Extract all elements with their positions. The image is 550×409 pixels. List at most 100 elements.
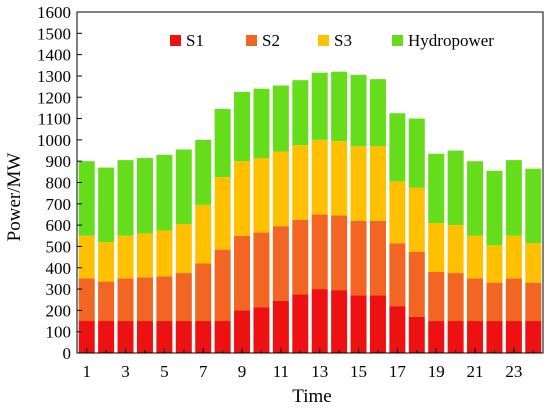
x-tick-label-11: 11 [273,362,289,381]
y-tick-label-100: 100 [46,323,72,342]
bar-s3-18 [408,187,425,252]
bar-s3-2 [98,242,115,282]
legend-label-s2: S2 [262,31,280,50]
bar-s2-3 [117,278,134,322]
bar-hydropower-4 [136,157,153,234]
bar-s3-17 [389,181,406,244]
bar-s3-1 [78,235,95,279]
bar-s2-1 [78,278,95,322]
legend-label-s3: S3 [334,31,352,50]
bar-s3-4 [136,233,153,278]
bar-s2-2 [98,281,115,322]
y-tick-label-1600: 1600 [37,3,71,22]
bar-s3-23 [505,235,522,279]
y-tick-label-1100: 1100 [38,110,71,129]
bar-s1-4 [136,321,153,353]
y-tick-label-1500: 1500 [37,24,71,43]
y-tick-label-0: 0 [63,344,72,363]
bar-hydropower-3 [117,160,134,236]
bar-hydropower-7 [195,139,212,205]
legend-swatch-s1 [170,35,181,46]
legend-label-hydropower: Hydropower [408,31,494,50]
bar-s1-13 [311,289,328,353]
bar-hydropower-13 [311,72,328,140]
x-tick-label-21: 21 [467,362,484,381]
bar-hydropower-17 [389,113,406,182]
bar-s3-21 [467,235,484,279]
bar-s3-5 [156,230,173,277]
y-tick-label-400: 400 [46,259,72,278]
legend-swatch-s2 [246,35,257,46]
bar-s2-13 [311,214,328,290]
bar-s2-4 [136,277,153,322]
bar-s2-8 [214,249,231,322]
bar-hydropower-23 [505,160,522,236]
legend: S1 S2 S3 Hydropower [170,31,494,50]
bar-s2-11 [272,226,289,301]
bar-hydropower-14 [331,71,348,141]
bar-s1-20 [447,321,464,353]
bar-s3-22 [486,245,503,283]
y-tick-label-200: 200 [46,301,72,320]
bar-hydropower-8 [214,108,231,178]
y-tick-label-1300: 1300 [37,67,71,86]
y-tick-label-700: 700 [46,195,72,214]
bar-s2-18 [408,251,425,317]
bar-hydropower-12 [292,80,309,146]
y-tick-label-1000: 1000 [37,131,71,150]
x-tick-label-9: 9 [238,362,247,381]
bar-s1-8 [214,321,231,353]
bar-s3-10 [253,157,270,233]
x-tick-label-23: 23 [505,362,522,381]
bar-s2-22 [486,282,503,322]
bar-s2-20 [447,273,464,322]
x-tick-label-1: 1 [82,362,91,381]
bar-s1-6 [175,321,192,353]
bar-s2-15 [350,220,367,296]
bar-hydropower-2 [98,167,115,243]
bar-s3-24 [525,243,542,283]
bar-s2-12 [292,219,309,295]
bar-s2-5 [156,276,173,322]
bar-s2-16 [369,220,386,296]
x-tick-label-17: 17 [389,362,407,381]
bar-s1-7 [195,321,212,353]
y-tick-label-600: 600 [46,216,72,235]
x-tick-label-13: 13 [311,362,328,381]
bar-s3-20 [447,225,464,274]
bar-s2-9 [234,235,251,311]
bar-hydropower-22 [486,170,503,246]
bar-s1-5 [156,321,173,353]
y-tick-label-300: 300 [46,280,72,299]
bar-s2-14 [331,215,348,291]
bar-s3-11 [272,151,289,227]
bar-s3-8 [214,177,231,250]
bar-s3-12 [292,145,309,220]
bar-s3-7 [195,204,212,264]
bar-s2-23 [505,278,522,322]
x-tick-label-15: 15 [350,362,367,381]
bar-s1-10 [253,307,270,353]
bar-s2-6 [175,273,192,322]
bar-hydropower-10 [253,88,270,158]
bar-hydropower-19 [428,153,445,223]
bar-s3-16 [369,146,386,221]
legend-swatch-hydropower [392,35,403,46]
bar-s1-14 [331,290,348,353]
bar-hydropower-16 [369,79,386,147]
bar-s3-13 [311,139,328,215]
bars-layer [78,71,542,354]
y-tick-label-900: 900 [46,152,72,171]
x-axis-title: Time [292,386,331,407]
legend-swatch-s3 [318,35,329,46]
bar-s1-18 [408,316,425,353]
y-tick-label-800: 800 [46,174,72,193]
axes-layer: 0 100 200 300 400 500 600 700 800 900 1000 1100 1200… [37,3,544,381]
bar-s1-12 [292,294,309,353]
bar-hydropower-11 [272,85,289,152]
bar-s1-23 [505,321,522,353]
x-tick-label-19: 19 [428,362,445,381]
bar-s3-6 [175,224,192,274]
bar-s1-17 [389,306,406,353]
